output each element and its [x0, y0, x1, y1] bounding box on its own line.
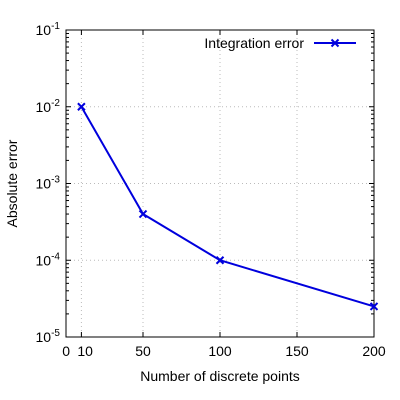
x-tick-label: 10 [77, 343, 93, 359]
tick-labels: 0 10 50 100 150 200 10-5 10-4 10-3 10-2 10-1 [36, 21, 386, 359]
series-layer [77, 102, 379, 311]
grid [66, 30, 374, 337]
x-tick-label: 100 [208, 343, 232, 359]
series-line [80, 106, 375, 308]
data-point-marker [77, 102, 86, 111]
y-axis-label: Absolute error [4, 139, 20, 227]
data-point-marker [369, 302, 379, 311]
legend-marker [330, 38, 340, 48]
y-tick-label: 10-5 [36, 328, 61, 345]
x-tick-label: 150 [285, 343, 309, 359]
x-axis-label: Number of discrete points [140, 368, 300, 384]
y-tick-label: 10-2 [36, 98, 61, 115]
data-point-marker [215, 256, 225, 265]
legend-label: Integration error [204, 35, 304, 51]
data-point-marker [138, 209, 148, 219]
legend-marker-x [330, 38, 340, 48]
y-tick-label: 10-3 [36, 175, 61, 192]
ticks [65, 29, 375, 338]
y-tick-label: 10-1 [36, 21, 61, 38]
y-tick-label: 10-4 [36, 251, 61, 268]
x-tick-label: 0 [62, 343, 70, 359]
x-tick-label: 50 [135, 343, 151, 359]
x-tick-label: 200 [362, 343, 386, 359]
legend: Integration error [204, 35, 356, 51]
